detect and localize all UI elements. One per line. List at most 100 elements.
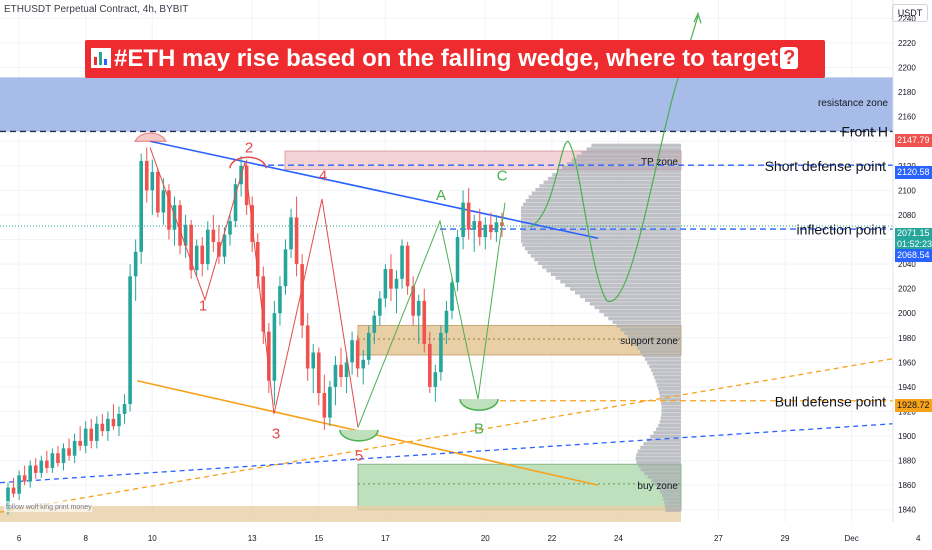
price-axis-bg bbox=[893, 0, 932, 550]
y-tick-label: 1960 bbox=[898, 358, 916, 367]
x-tick-label: 15 bbox=[314, 534, 323, 543]
candle-body bbox=[444, 310, 449, 333]
y-tick-label: 2220 bbox=[898, 39, 916, 48]
volume-bar bbox=[652, 372, 681, 376]
candle-body bbox=[6, 487, 10, 510]
volume-bar bbox=[594, 305, 681, 310]
x-tick-label: 10 bbox=[148, 534, 157, 543]
volume-bar bbox=[560, 280, 681, 284]
volume-bar bbox=[634, 342, 681, 347]
volume-bar bbox=[653, 431, 681, 435]
volume-bar bbox=[522, 243, 681, 247]
volume-bar bbox=[522, 202, 681, 207]
volume-bar bbox=[647, 361, 681, 365]
candle-body bbox=[450, 282, 454, 311]
candle-body bbox=[350, 340, 354, 363]
x-tick-label: 29 bbox=[781, 534, 790, 543]
candle-body bbox=[89, 428, 94, 441]
volume-bar bbox=[521, 239, 681, 243]
x-tick-label: 17 bbox=[381, 534, 390, 543]
volume-bar bbox=[603, 313, 681, 317]
candle-body bbox=[72, 440, 77, 456]
volume-bar bbox=[651, 479, 681, 483]
volume-bar bbox=[584, 298, 681, 302]
currency-button[interactable]: USDT bbox=[892, 4, 928, 22]
candle-body bbox=[317, 352, 321, 394]
volume-bar bbox=[659, 394, 681, 398]
candle-body bbox=[11, 487, 16, 494]
x-tick-label: Dec bbox=[844, 534, 858, 543]
resistance-zone bbox=[0, 77, 893, 132]
candle-body bbox=[95, 423, 99, 441]
volume-bar bbox=[546, 268, 681, 273]
volume-bar bbox=[535, 187, 681, 192]
volume-bar bbox=[530, 254, 681, 258]
bar-chart-icon bbox=[91, 48, 111, 68]
volume-bar bbox=[531, 191, 681, 195]
volume-bar bbox=[620, 327, 681, 332]
volume-bar bbox=[640, 445, 681, 450]
wave-label-4: 4 bbox=[319, 168, 327, 185]
buy-zone-label: buy zone bbox=[637, 481, 678, 492]
volume-bar bbox=[643, 442, 681, 446]
x-tick-label: 6 bbox=[17, 534, 22, 543]
x-tick-label: 8 bbox=[83, 534, 88, 543]
y-tick-label: 2040 bbox=[898, 260, 916, 269]
candle-body bbox=[161, 190, 166, 213]
volume-bar bbox=[647, 475, 681, 479]
y-tick-label: 1940 bbox=[898, 383, 916, 392]
candle-body bbox=[355, 340, 360, 369]
y-tick-label: 2200 bbox=[898, 64, 916, 73]
volume-bar bbox=[627, 335, 681, 339]
wave-label-c: C bbox=[497, 168, 508, 185]
candle-body bbox=[311, 352, 316, 369]
volume-bar bbox=[561, 165, 681, 170]
bottom-zone bbox=[0, 506, 681, 522]
candle-body bbox=[222, 234, 227, 257]
volume-bar bbox=[664, 504, 681, 509]
candles bbox=[6, 147, 504, 515]
wave-label-a: A bbox=[436, 187, 446, 204]
front-h-label: Front H bbox=[841, 123, 888, 139]
volume-bar bbox=[539, 184, 681, 188]
orange-dashed-trend bbox=[0, 358, 894, 513]
volume-bar bbox=[661, 412, 681, 417]
candle-body bbox=[328, 386, 332, 418]
volume-bar bbox=[636, 453, 681, 457]
candle-body bbox=[217, 241, 221, 257]
volume-bar bbox=[661, 493, 681, 498]
projection-arrowhead bbox=[693, 11, 702, 24]
volume-bar bbox=[637, 449, 681, 453]
volume-bar bbox=[659, 420, 681, 424]
candle-body bbox=[117, 413, 121, 427]
volume-bar bbox=[565, 283, 681, 288]
x-tick-label: 4 bbox=[916, 534, 921, 543]
candle-body bbox=[255, 241, 260, 277]
candle-body bbox=[305, 325, 310, 369]
volume-bar bbox=[650, 434, 681, 439]
candle-body bbox=[466, 202, 471, 230]
volume-bar bbox=[528, 195, 681, 199]
candle-body bbox=[366, 332, 371, 360]
inflection-label: inflection point bbox=[796, 222, 886, 238]
volume-bar bbox=[658, 423, 681, 428]
peak-2-arc bbox=[229, 156, 267, 169]
volume-bar bbox=[571, 158, 681, 162]
candle-body bbox=[194, 245, 199, 271]
volume-bar bbox=[640, 350, 681, 354]
candle-body bbox=[206, 229, 210, 265]
volume-bar bbox=[525, 198, 681, 203]
candle-body bbox=[489, 224, 493, 233]
resistance-zone-label: resistance zone bbox=[818, 98, 888, 109]
wave-label-5: 5 bbox=[355, 448, 363, 465]
y-tick-label: 2100 bbox=[898, 186, 916, 195]
volume-bar bbox=[576, 154, 681, 159]
candle-body bbox=[472, 221, 476, 230]
volume-bar bbox=[521, 206, 681, 210]
y-tick-label: 1860 bbox=[898, 481, 916, 490]
candle-body bbox=[494, 222, 499, 233]
candle-body bbox=[200, 245, 205, 265]
candle-body bbox=[461, 202, 465, 238]
